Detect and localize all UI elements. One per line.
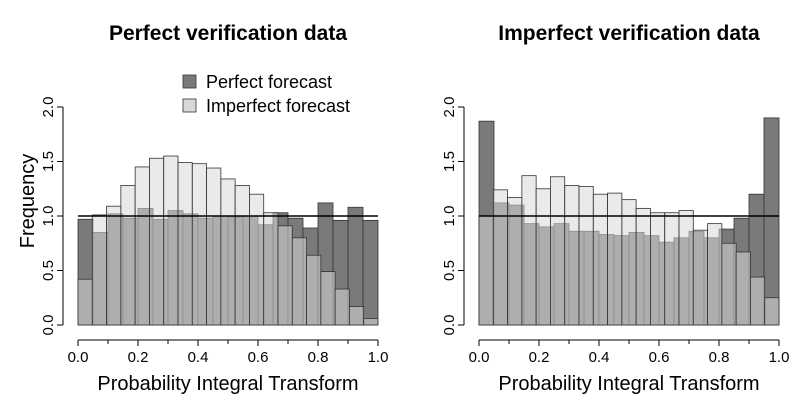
panel1-perfect-bar [362,219,379,326]
panel2-imperfect-bar [478,215,494,326]
panel1-x-tick-label: 1.0 [368,349,389,366]
panel1-x-tick-label: 0.4 [188,349,209,366]
panel2-imperfect-bar [721,242,737,326]
panel2-imperfect-bar [521,175,537,326]
panel1-y-axis-label: Frequency [17,154,39,249]
panel2-imperfect-bar [735,251,751,326]
panel2-imperfect-bar [607,192,623,326]
panel2-imperfect-bar [492,189,508,326]
panel2-imperfect-bar [692,229,708,326]
panel2-imperfect-bar [578,186,594,326]
panel1-x-tick-label: 0.0 [68,349,89,366]
legend-swatch-perfect [182,74,197,89]
panel1-x-tick-label: 0.6 [248,349,269,366]
panel1-imperfect-bar [149,157,165,326]
panel2-imperfect-bar [621,199,637,326]
panel1-imperfect-bar [163,155,179,326]
panel1-y-tick-label: 1.0 [40,206,57,227]
panel2-imperfect-bar [707,223,723,326]
panel1-imperfect-bar [106,205,122,326]
panel2-imperfect-bar [550,176,566,326]
panel2-y-tick-label: 1.5 [441,151,458,172]
panel2-imperfect-bar [535,188,551,326]
panel1-imperfect-bar [177,162,193,326]
legend-label-imperfect: Imperfect forecast [206,96,350,116]
panel2-x-tick-label: 0.0 [469,349,490,366]
panel1-imperfect-bar [291,237,307,326]
panel2-imperfect-bar [664,212,680,326]
panel2-x-tick-label: 0.8 [709,349,730,366]
panel2-imperfect-bar [635,207,651,326]
panel2-x-tick-label: 0.6 [649,349,670,366]
panel2-imperfect-bar [650,212,666,326]
panel1-x-axis-label: Probability Integral Transform [97,373,358,395]
panel2-imperfect-bar [564,185,580,326]
panel2-y-tick-label: 0.5 [441,260,458,281]
panel1-imperfect-bar [320,271,336,326]
panel2-title: Imperfect verification data [498,22,760,45]
panel1-imperfect-bar [91,214,107,326]
legend-swatch-imperfect [182,98,197,113]
panel2-x-tick-label: 1.0 [769,349,790,366]
panel1-title: Perfect verification data [109,22,347,45]
legend-label-perfect: Perfect forecast [206,72,332,92]
panel2-imperfect-bar [592,193,608,326]
panel2-y-tick-label: 1.0 [441,206,458,227]
panel2-perfect-bar [763,117,780,326]
panel1-imperfect-bar [249,193,265,326]
panel1-imperfect-bar [277,225,293,326]
panel1-x-tick-label: 0.8 [308,349,329,366]
panel1-imperfect-bar [349,306,365,326]
panel1-imperfect-bar [234,185,250,326]
panel1-imperfect-bar [191,163,207,326]
panel1-y-tick-label: 0.5 [40,260,57,281]
panel2-x-axis-label: Probability Integral Transform [498,373,759,395]
panel1-imperfect-bar [77,278,93,326]
panel1-imperfect-bar [363,318,379,326]
panel1-imperfect-bar [120,185,136,326]
panel1-imperfect-bar [134,166,150,326]
panel2-y-tick-label: 0.0 [441,315,458,336]
panel1-imperfect-bar [206,167,222,326]
panel1-y-tick-label: 2.0 [40,97,57,118]
panel2-x-tick-label: 0.2 [529,349,550,366]
panel2-imperfect-bar [764,297,780,326]
panel1-y-tick-label: 1.5 [40,151,57,172]
panel2-x-tick-label: 0.4 [589,349,610,366]
panel1-imperfect-bar [334,288,350,326]
panel1-imperfect-bar [263,212,279,326]
panel1-imperfect-bar [306,254,322,326]
panel2-imperfect-bar [750,276,766,326]
panel1-x-tick-label: 0.2 [128,349,149,366]
panel1-y-tick-label: 0.0 [40,315,57,336]
panel2-y-tick-label: 2.0 [441,97,458,118]
panel1-imperfect-bar [220,178,236,326]
panel2-imperfect-bar [678,210,694,326]
